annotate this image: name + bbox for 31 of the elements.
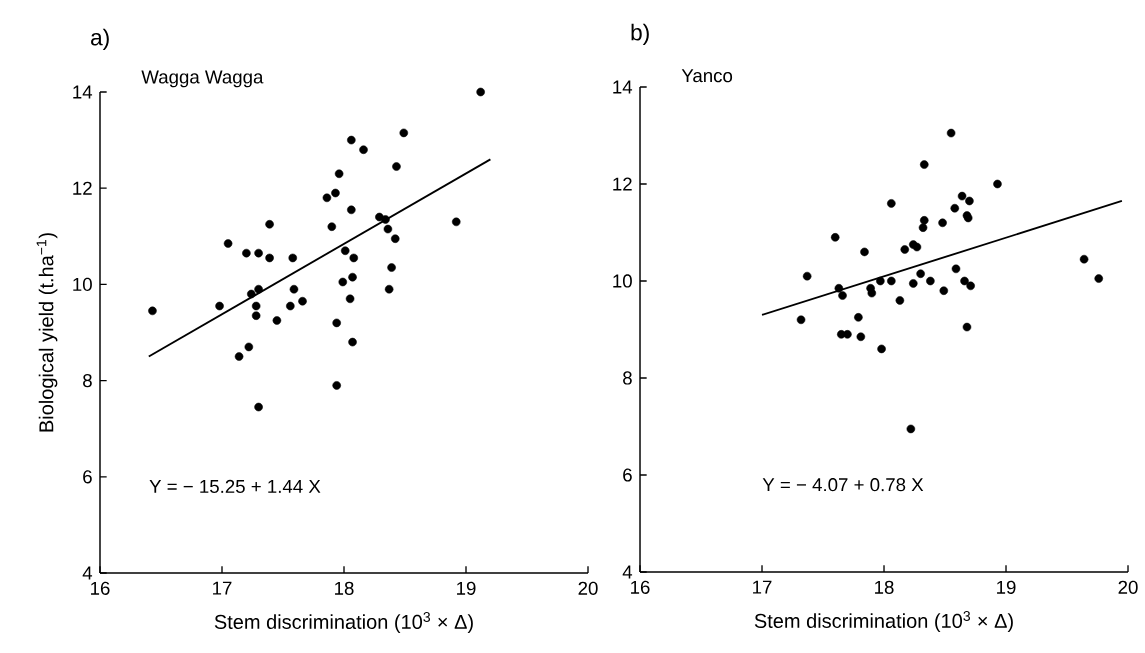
y-tick-label: 4 (82, 566, 93, 580)
x-tick-label: 16 (631, 580, 650, 594)
x-axis-title: Stem discrimination (10$^{3}$ × Δ) (214, 612, 473, 633)
x-tick-label: 17 (753, 580, 772, 594)
x-tick-label: 20 (578, 581, 598, 595)
x-tick-label: 18 (335, 581, 354, 595)
x-tick-label: 18 (875, 580, 894, 594)
y-tick-label: 10 (613, 274, 632, 288)
x-tick-label: 19 (997, 580, 1016, 594)
y-tick-label: 14 (73, 85, 93, 99)
x-tick-label: 19 (457, 581, 476, 595)
y-tick-label: 14 (613, 80, 633, 94)
y-tick-label: 12 (73, 181, 92, 195)
y-tick-label: 12 (613, 177, 632, 191)
annotation: Y = − 15.25 + 1.44 X (149, 479, 321, 494)
x-tick-label: 17 (213, 581, 232, 595)
y-tick-label: 10 (73, 277, 92, 292)
y-axis-title: Biological yield (t.ha$^{−1}$) (36, 233, 58, 432)
x-tick-label: 20 (1118, 580, 1138, 594)
chart-subtitle: Yanco (681, 69, 733, 83)
chart-title: a) (91, 28, 109, 50)
y-tick-label: 6 (83, 470, 92, 484)
chart-title: b) (631, 23, 649, 45)
y-tick-label: 6 (623, 468, 632, 482)
x-axis-title: Stem discrimination (10$^{3}$ × Δ) (754, 611, 1013, 632)
x-tick-label: 16 (91, 581, 110, 595)
y-tick-label: 8 (83, 373, 92, 388)
annotation: Y = − 4.07 + 0.78 X (762, 478, 924, 492)
chart-subtitle: Wagga Wagga (141, 70, 264, 88)
y-tick-label: 8 (623, 371, 632, 385)
y-tick-label: 4 (622, 565, 633, 579)
